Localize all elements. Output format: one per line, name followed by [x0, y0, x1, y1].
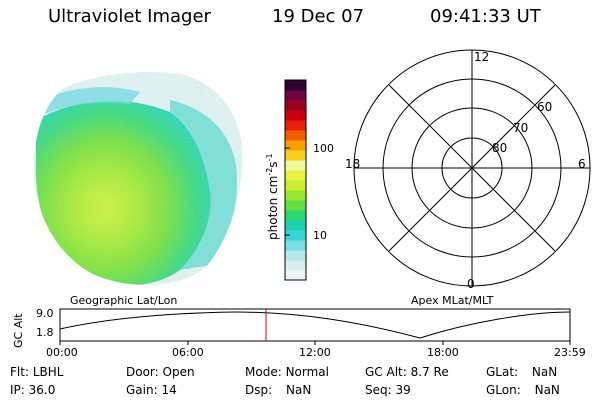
gcalt-label: GC Alt:: [365, 365, 407, 379]
mode-label: Mode:: [245, 365, 282, 379]
mlt-label-18: 18: [345, 157, 360, 171]
colorbar-cell: [285, 170, 306, 181]
colorbar-cell: [285, 130, 306, 141]
glon-label: GLon:: [486, 383, 521, 397]
orbit-ytick-top: 9.0: [36, 307, 54, 320]
door-value: Open: [162, 365, 195, 379]
dsp-value: NaN: [285, 383, 312, 397]
door-label: Door:: [126, 365, 159, 379]
polar-diagonal-2: [388, 84, 556, 252]
door-field: Door: Open: [126, 365, 195, 379]
gain-value: 14: [161, 383, 177, 397]
colorbar-unit-label: photon cm-2s-1: [265, 153, 280, 240]
mlt-label-6: 6: [578, 157, 586, 171]
glat-label: GLat:: [486, 365, 519, 379]
orbit-xtick-0600: 06:00: [172, 346, 204, 359]
polar-grid: [353, 49, 591, 287]
instrument-title: Ultraviolet Imager: [48, 6, 211, 27]
colorbar-cell: [285, 100, 306, 111]
glat-field: GLat: NaN: [486, 365, 557, 379]
colorbar-cell: [285, 90, 306, 101]
dsp-field: Dsp: NaN: [245, 383, 311, 397]
flt-field: Flt: LBHL: [10, 365, 63, 379]
colorbar-label-100: 100: [313, 142, 334, 155]
dsp-label: Dsp:: [245, 383, 273, 397]
geographic-label: Geographic Lat/Lon: [70, 294, 178, 307]
colorbar-cell: [285, 200, 306, 211]
gcalt-field: GC Alt: 8.7 Re: [365, 365, 449, 379]
gain-label: Gain:: [126, 383, 158, 397]
colorbar-cell: [285, 110, 306, 121]
orbit-xtick-1200: 12:00: [299, 346, 331, 359]
flt-label: Flt:: [10, 365, 29, 379]
colorbar-cell: [285, 220, 306, 231]
ip-label: IP:: [10, 383, 25, 397]
lat-label-70: 70: [513, 121, 528, 135]
colorbar: [285, 80, 306, 281]
orbit-ylabel: GC Alt: [12, 313, 25, 348]
colorbar-cell: [285, 250, 306, 261]
orbit-ytick-bottom: 1.8: [36, 326, 54, 339]
mode-field: Mode: Normal: [245, 365, 329, 379]
glon-field: GLon: NaN: [486, 383, 560, 397]
colorbar-cell: [285, 190, 306, 201]
glon-value: NaN: [534, 383, 560, 397]
orbit-altitude-curve: [59, 311, 571, 339]
colorbar-frame: [284, 79, 307, 281]
orbit-xtick-0000: 00:00: [46, 346, 78, 359]
ip-value: 36.0: [28, 383, 56, 397]
auroral-image: [33, 71, 243, 285]
mlt-label-0: 0: [467, 277, 475, 291]
colorbar-cell: [285, 270, 306, 281]
colorbar-cell: [285, 210, 306, 221]
colorbar-cell: [285, 150, 306, 161]
date-label: 19 Dec 07: [272, 6, 365, 27]
flt-value: LBHL: [32, 365, 64, 379]
ip-field: IP: 36.0: [10, 383, 55, 397]
seq-field: Seq: 39: [365, 383, 411, 397]
colorbar-cell: [285, 230, 306, 241]
colorbar-cell: [285, 80, 306, 91]
seq-label: Seq:: [365, 383, 392, 397]
orbit-xtick-2359: 23:59: [554, 346, 586, 359]
glat-value: NaN: [531, 365, 558, 379]
apex-label: Apex MLat/MLT: [411, 294, 494, 307]
orbit-plot: [59, 308, 571, 345]
gain-field: Gain: 14: [126, 383, 177, 397]
seq-value: 39: [395, 383, 411, 397]
colorbar-cell: [285, 120, 306, 131]
lat-label-80: 80: [492, 141, 507, 155]
time-label: 09:41:33 UT: [430, 6, 541, 27]
colorbar-cell: [285, 240, 306, 251]
orbit-plot-frame: [59, 308, 571, 342]
mlt-label-12: 12: [474, 50, 489, 64]
orbit-xtick-1800: 18:00: [427, 346, 459, 359]
gcalt-value: 8.7 Re: [410, 365, 449, 379]
colorbar-cell: [285, 260, 306, 271]
mode-value: Normal: [285, 365, 329, 379]
colorbar-cell: [285, 160, 306, 171]
colorbar-cell: [285, 180, 306, 191]
colorbar-label-10: 10: [313, 229, 327, 242]
colorbar-cell: [285, 140, 306, 151]
lat-label-60: 60: [537, 100, 552, 114]
